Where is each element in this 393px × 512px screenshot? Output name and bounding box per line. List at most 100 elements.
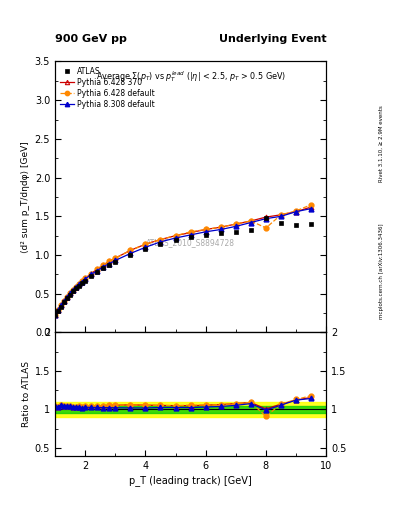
Pythia 6.428 default <box>188 229 193 235</box>
Pythia 8.308 default <box>143 244 148 250</box>
ATLAS <box>71 288 75 294</box>
Pythia 6.428 370 <box>68 290 72 296</box>
Pythia 6.428 default <box>62 297 66 304</box>
ATLAS <box>128 252 133 258</box>
Pythia 8.308 default <box>188 232 193 238</box>
Pythia 6.428 default <box>294 208 298 214</box>
Pythia 6.428 default <box>74 284 79 290</box>
Pythia 6.428 default <box>68 290 72 296</box>
ATLAS <box>80 280 84 286</box>
Pythia 8.308 default <box>158 239 163 245</box>
Pythia 6.428 370 <box>233 221 238 227</box>
ATLAS <box>173 237 178 243</box>
Pythia 6.428 370 <box>143 241 148 247</box>
Pythia 6.428 370 <box>89 270 94 276</box>
Text: Underlying Event: Underlying Event <box>219 33 326 44</box>
Pythia 8.308 default <box>59 302 63 308</box>
Pythia 6.428 default <box>219 224 223 230</box>
Pythia 8.308 default <box>89 271 94 278</box>
Pythia 8.308 default <box>56 307 61 313</box>
Pythia 8.308 default <box>248 220 253 226</box>
Pythia 6.428 default <box>83 275 88 282</box>
Text: ATLAS_2010_S8894728: ATLAS_2010_S8894728 <box>146 239 235 247</box>
Pythia 6.428 default <box>77 281 81 287</box>
Line: Pythia 6.428 370: Pythia 6.428 370 <box>53 205 314 317</box>
ATLAS <box>219 230 223 237</box>
ATLAS <box>107 262 112 268</box>
Pythia 6.428 370 <box>65 294 70 300</box>
ATLAS <box>77 283 81 289</box>
ATLAS <box>53 312 57 318</box>
ATLAS <box>83 278 88 284</box>
Pythia 6.428 370 <box>128 247 133 253</box>
ATLAS <box>248 227 253 233</box>
Pythia 6.428 default <box>59 302 63 308</box>
Pythia 6.428 370 <box>188 229 193 236</box>
ATLAS <box>279 220 283 226</box>
Pythia 6.428 370 <box>158 237 163 243</box>
Pythia 8.308 default <box>83 276 88 282</box>
ATLAS <box>113 259 118 265</box>
Pythia 6.428 370 <box>83 275 88 282</box>
ATLAS <box>68 291 72 297</box>
Pythia 6.428 370 <box>107 258 112 264</box>
Pythia 6.428 default <box>309 202 314 208</box>
Pythia 8.308 default <box>71 287 75 293</box>
ATLAS <box>188 234 193 240</box>
Pythia 6.428 default <box>89 270 94 276</box>
Pythia 6.428 default <box>158 237 163 243</box>
ATLAS <box>309 221 314 227</box>
Y-axis label: ⟨d² sum p_T/dηdφ⟩ [GeV]: ⟨d² sum p_T/dηdφ⟩ [GeV] <box>22 141 31 253</box>
ATLAS <box>89 273 94 279</box>
Pythia 6.428 370 <box>53 312 57 318</box>
Line: Pythia 8.308 default: Pythia 8.308 default <box>53 206 314 317</box>
Pythia 6.428 default <box>203 226 208 232</box>
ATLAS <box>233 229 238 235</box>
X-axis label: p_T (leading track) [GeV]: p_T (leading track) [GeV] <box>129 475 252 485</box>
Pythia 8.308 default <box>203 229 208 235</box>
Pythia 6.428 370 <box>62 297 66 304</box>
Pythia 6.428 default <box>248 218 253 224</box>
Pythia 8.308 default <box>62 297 66 304</box>
Pythia 8.308 default <box>65 294 70 300</box>
Pythia 8.308 default <box>74 284 79 290</box>
Text: 900 GeV pp: 900 GeV pp <box>55 33 127 44</box>
Pythia 6.428 370 <box>279 211 283 218</box>
Pythia 6.428 default <box>128 247 133 253</box>
Pythia 6.428 default <box>71 287 75 293</box>
Pythia 6.428 370 <box>101 262 106 268</box>
Pythia 6.428 default <box>143 241 148 247</box>
Pythia 8.308 default <box>101 264 106 270</box>
Pythia 8.308 default <box>113 258 118 264</box>
Pythia 6.428 370 <box>71 287 75 293</box>
ATLAS <box>294 222 298 228</box>
Pythia 8.308 default <box>219 226 223 232</box>
Line: Pythia 6.428 default: Pythia 6.428 default <box>53 202 314 317</box>
ATLAS <box>62 299 66 305</box>
Pythia 6.428 370 <box>80 279 84 285</box>
Pythia 8.308 default <box>80 279 84 285</box>
Pythia 6.428 default <box>53 312 57 318</box>
ATLAS <box>143 246 148 252</box>
Pythia 8.308 default <box>53 312 57 318</box>
Y-axis label: Ratio to ATLAS: Ratio to ATLAS <box>22 361 31 427</box>
ATLAS <box>74 285 79 291</box>
Pythia 6.428 370 <box>113 255 118 261</box>
Pythia 8.308 default <box>309 205 314 211</box>
Pythia 8.308 default <box>264 216 268 222</box>
Pythia 8.308 default <box>77 282 81 288</box>
Text: mcplots.cern.ch [arXiv:1306.3436]: mcplots.cern.ch [arXiv:1306.3436] <box>379 224 384 319</box>
Pythia 8.308 default <box>68 290 72 296</box>
Pythia 6.428 370 <box>248 218 253 224</box>
Pythia 6.428 default <box>101 262 106 268</box>
Pythia 6.428 370 <box>74 284 79 290</box>
Pythia 8.308 default <box>173 235 178 241</box>
Pythia 6.428 default <box>56 307 61 313</box>
Legend: ATLAS, Pythia 6.428 370, Pythia 6.428 default, Pythia 8.308 default: ATLAS, Pythia 6.428 370, Pythia 6.428 de… <box>59 65 156 110</box>
Pythia 6.428 default <box>279 211 283 218</box>
ATLAS <box>56 308 61 314</box>
Pythia 6.428 370 <box>294 208 298 215</box>
Pythia 6.428 default <box>233 221 238 227</box>
Line: ATLAS: ATLAS <box>53 216 314 318</box>
Pythia 8.308 default <box>95 267 99 273</box>
